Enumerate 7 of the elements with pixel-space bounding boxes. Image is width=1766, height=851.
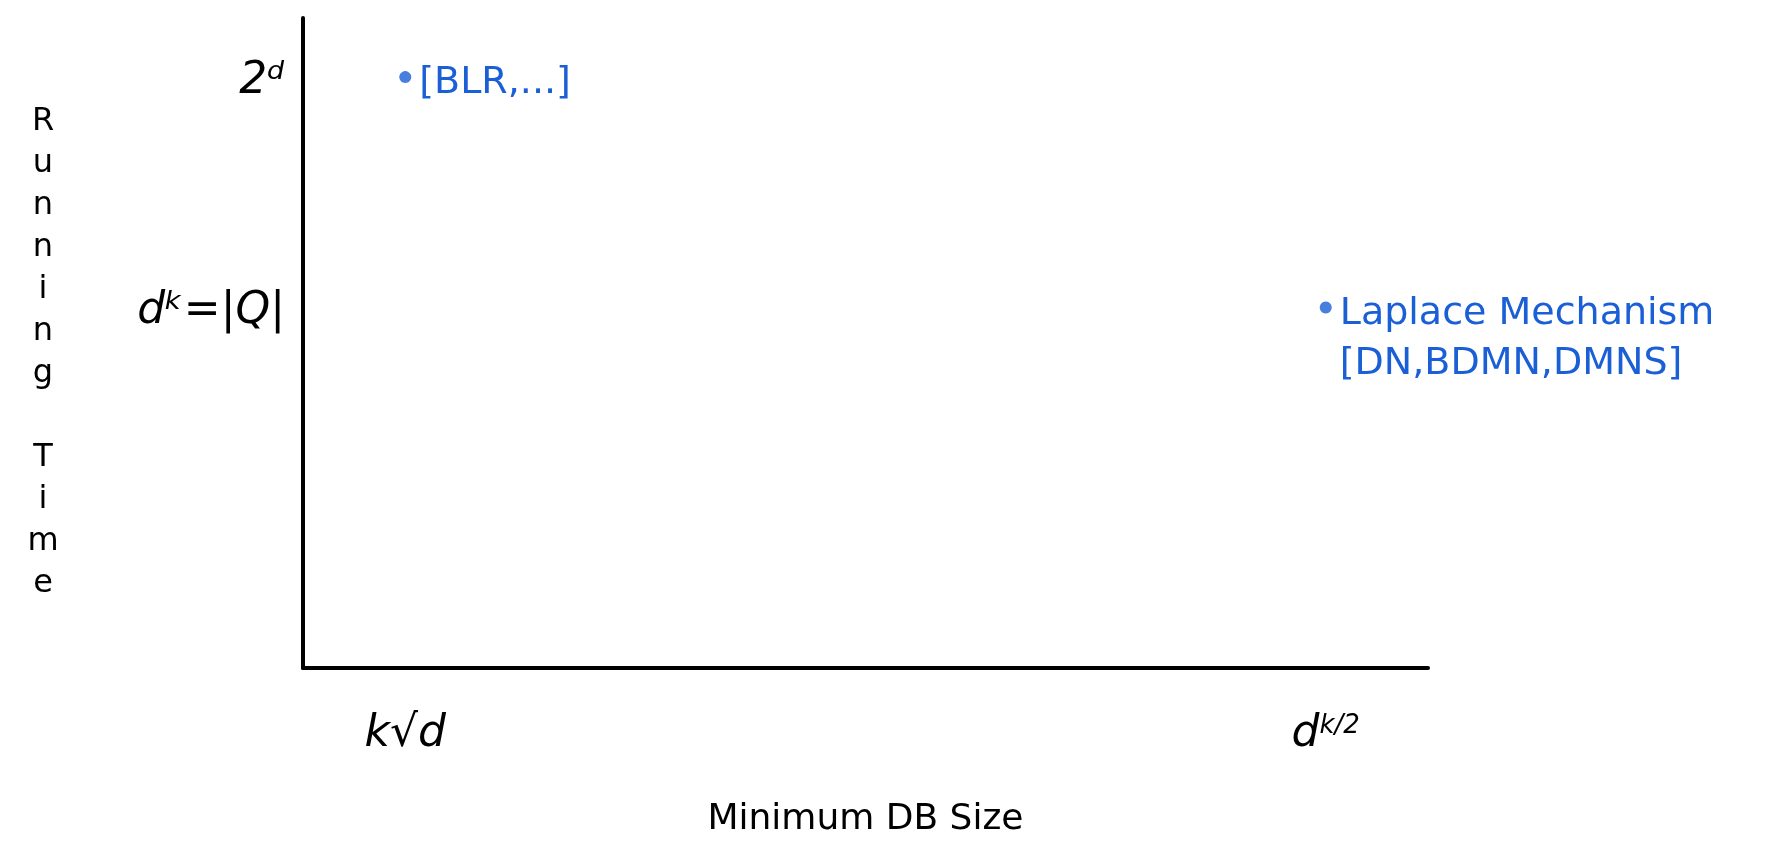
text: Running Time bbox=[27, 100, 59, 600]
text: dᵏ=|Q| bbox=[137, 282, 285, 335]
x-tick-label: k√d bbox=[364, 704, 448, 756]
annotation: [BLR,...] bbox=[419, 58, 571, 103]
text: 2ᵈ bbox=[239, 51, 285, 103]
annotation: Laplace Mechanism [DN,BDMN,DMNS] bbox=[1339, 288, 1715, 383]
x-axis-title: Minimum DB Size bbox=[707, 795, 1024, 837]
